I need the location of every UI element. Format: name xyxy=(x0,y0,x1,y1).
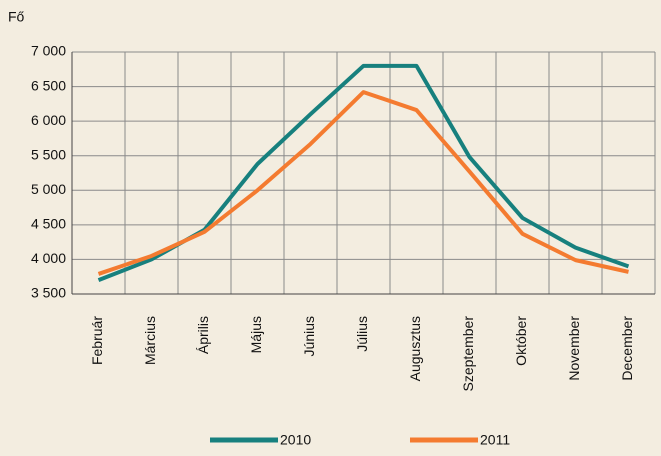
y-tick-label: 5 000 xyxy=(31,181,66,197)
x-tick-label: Február xyxy=(89,316,105,365)
x-tick-label: Április xyxy=(195,316,211,354)
y-tick-label: 7 000 xyxy=(31,43,66,59)
x-tick-label: November xyxy=(566,316,582,381)
line-series xyxy=(97,90,629,276)
x-tick-label: Augusztus xyxy=(407,316,423,381)
y-tick-label: 6 000 xyxy=(31,112,66,128)
y-tick-label: 4 500 xyxy=(31,216,66,232)
legend-label: 2010 xyxy=(280,432,311,448)
x-tick-label: Június xyxy=(301,316,317,356)
y-tick-label: 3 500 xyxy=(31,285,66,301)
x-tick-label: Március xyxy=(142,316,158,365)
x-tick-label: Szeptember xyxy=(460,316,476,392)
y-tick-label: 5 500 xyxy=(31,146,66,162)
x-tick-label: Július xyxy=(354,316,370,352)
y-tick-label: 4 000 xyxy=(31,250,66,266)
x-tick-label: Október xyxy=(513,316,529,366)
y-tick-label: 6 500 xyxy=(31,77,66,93)
y-axis-label: Fő xyxy=(8,9,25,25)
x-tick-label: Május xyxy=(248,316,264,353)
legend-label: 2011 xyxy=(480,432,510,448)
x-tick-label: December xyxy=(619,316,635,381)
